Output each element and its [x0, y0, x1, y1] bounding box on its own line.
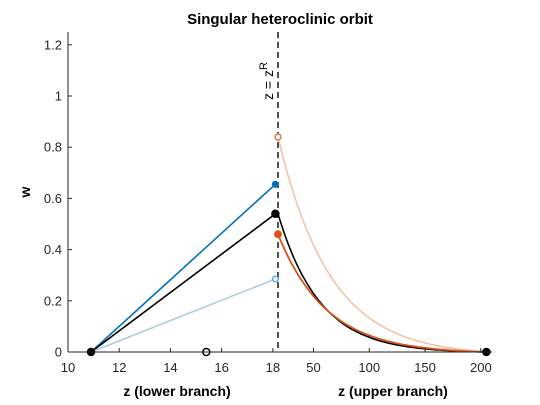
x-tick-label-upper: 50: [306, 360, 320, 375]
marker-point-3: [271, 180, 279, 188]
series-3-lower-line: [90, 278, 276, 353]
x-tick-label-lower: 10: [61, 360, 75, 375]
series-5-upper-line: [277, 233, 487, 353]
boundary-annotation-text: z = z: [260, 70, 276, 100]
x-tick-label-lower: 14: [163, 360, 177, 375]
x-tick-label-lower: 12: [112, 360, 126, 375]
y-tick-label: 0.4: [44, 242, 62, 257]
marker-point-4: [271, 209, 280, 219]
x-tick-label-upper: 100: [358, 360, 380, 375]
x-tick-label-upper: 200: [470, 360, 492, 375]
y-tick-label: 1.2: [44, 37, 62, 52]
x-tick-label-upper: 150: [414, 360, 436, 375]
boundary-annotation: z = zR: [258, 62, 276, 100]
y-tick-label: 0.6: [44, 191, 62, 206]
marker-point-5: [271, 275, 279, 283]
boundary-annotation-superscript: R: [258, 62, 270, 70]
y-tick-label: 1: [55, 89, 62, 104]
x-tick-label-lower: 18: [266, 360, 280, 375]
y-tick-label: 0.8: [44, 140, 62, 155]
series-1-lower-line: [90, 183, 276, 353]
x-axis-label-lower: z (lower branch): [123, 383, 230, 399]
x-tick-label-lower: 16: [214, 360, 228, 375]
chart-title: Singular heteroclinic orbit: [187, 11, 373, 28]
y-tick-label: 0.2: [44, 293, 62, 308]
axes-layer: 0 0.2 0.4 0.6 0.8 1 1.2 10 12 14 16 18 50 100 150 200: [44, 32, 492, 375]
series-4-upper-line: [277, 136, 487, 353]
series-2-lower-line: [90, 213, 276, 353]
y-axis-label: w: [17, 186, 33, 198]
x-axis-label-upper: z (upper branch): [338, 383, 448, 399]
marker-point-7: [274, 230, 282, 239]
marker-point-6: [274, 133, 282, 141]
curves-layer: [90, 136, 487, 353]
y-tick-label: 0: [55, 345, 62, 360]
